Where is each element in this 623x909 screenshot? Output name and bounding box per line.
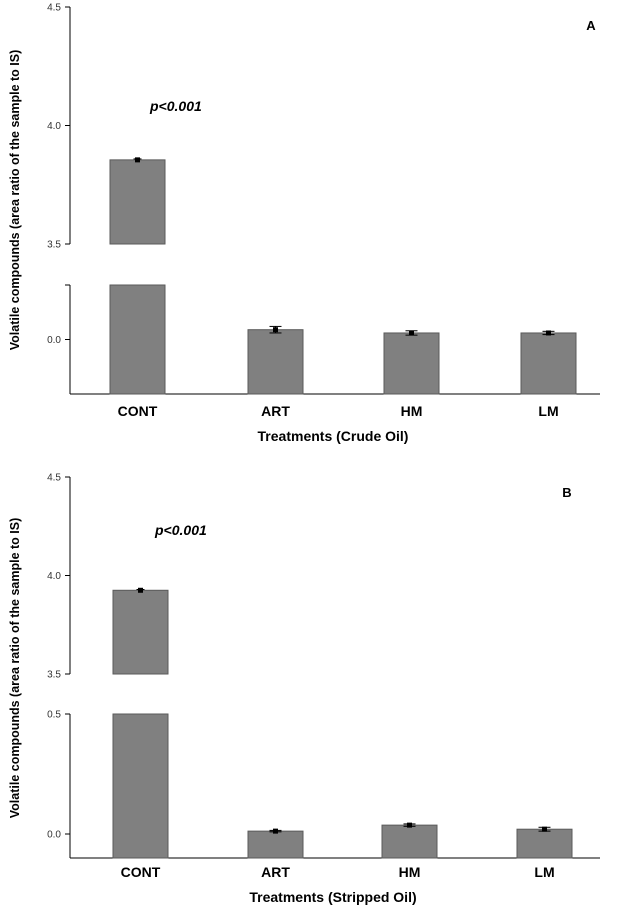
chart-panel-a: 3.5 4.0 4.5 0.0 CONT ART HM LM Treatments (Crude… — [8, 3, 600, 444]
x-axis-title: Treatments (Crude Oil) — [258, 428, 409, 444]
x-category-label: ART — [261, 403, 290, 419]
y-axis-title: Volatile compounds (area ratio of the sa… — [8, 50, 22, 351]
x-axis-title: Treatments (Stripped Oil) — [249, 889, 416, 905]
x-category-label: ART — [261, 864, 290, 880]
mean-marker — [542, 826, 547, 832]
chart-panel-b: 3.5 4.0 4.5 0.0 0.5 CONT ART HM LM Treatments (St… — [8, 473, 600, 905]
mean-marker — [546, 330, 551, 336]
bar-art — [247, 329, 304, 395]
mean-marker — [135, 157, 140, 163]
bar-cont-lower — [112, 713, 169, 859]
p-value-annotation: p<0.001 — [149, 98, 202, 114]
x-category-label: LM — [534, 864, 554, 880]
mean-marker — [138, 587, 143, 593]
y-tick-label: 3.5 — [47, 240, 61, 251]
y-tick-label: 3.5 — [47, 670, 61, 681]
y-tick-label: 0.5 — [47, 710, 61, 721]
x-category-label: LM — [538, 403, 558, 419]
panel-label: B — [562, 485, 571, 500]
bar-cont-upper — [109, 159, 166, 245]
mean-marker — [273, 327, 278, 333]
x-category-label: CONT — [118, 403, 158, 419]
mean-marker — [409, 330, 414, 336]
bar-cont-upper — [112, 589, 169, 675]
bar-hm — [383, 332, 440, 395]
x-category-label: HM — [401, 403, 423, 419]
y-tick-label: 4.0 — [47, 121, 61, 132]
panel-label: A — [586, 18, 596, 33]
y-tick-label: 0.0 — [47, 830, 61, 841]
mean-marker — [273, 828, 278, 834]
bar-lm — [520, 332, 577, 395]
bar-art — [247, 830, 304, 859]
y-axis-title: Volatile compounds (area ratio of the sa… — [8, 518, 22, 819]
y-tick-label: 4.5 — [47, 3, 61, 14]
y-tick-label: 0.0 — [47, 335, 61, 346]
bar-cont-lower — [109, 284, 166, 395]
x-category-label: CONT — [121, 864, 161, 880]
x-category-label: HM — [399, 864, 421, 880]
p-value-annotation: p<0.001 — [154, 522, 207, 538]
y-tick-label: 4.5 — [47, 473, 61, 484]
y-tick-label: 4.0 — [47, 571, 61, 582]
bar-hm — [381, 824, 438, 859]
mean-marker — [407, 822, 412, 828]
bar-lm — [516, 828, 573, 859]
